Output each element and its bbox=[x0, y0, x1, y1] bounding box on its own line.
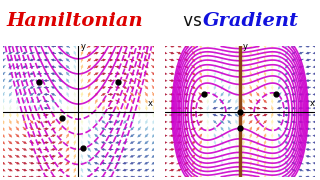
Text: x: x bbox=[309, 99, 315, 108]
Text: x: x bbox=[148, 99, 153, 108]
Text: Hamiltonian: Hamiltonian bbox=[6, 12, 143, 30]
Text: Gradient: Gradient bbox=[203, 12, 299, 30]
Text: y: y bbox=[243, 42, 247, 51]
Text: y: y bbox=[81, 42, 86, 51]
Text: vs: vs bbox=[178, 12, 207, 30]
